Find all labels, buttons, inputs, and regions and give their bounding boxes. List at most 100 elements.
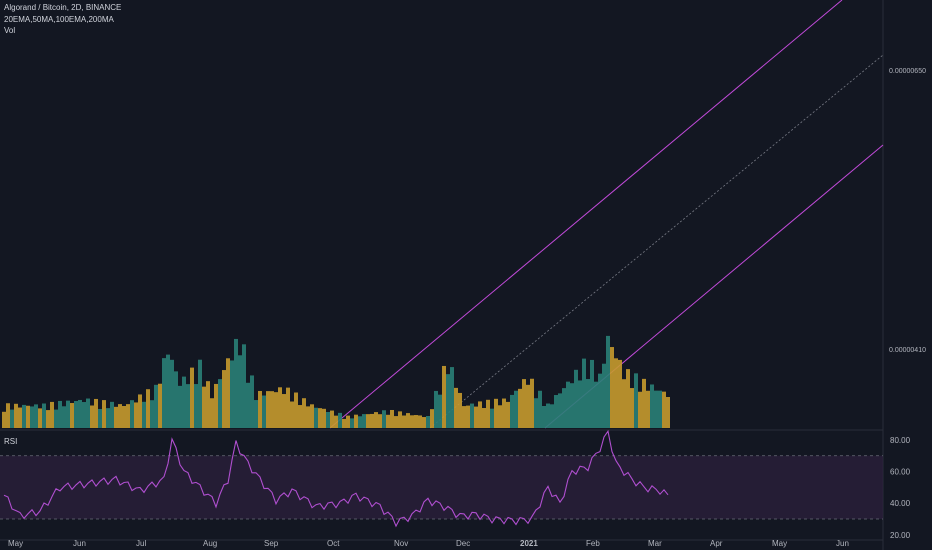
volume-bar xyxy=(262,395,266,428)
volume-bar xyxy=(362,414,366,428)
volume-bar xyxy=(422,417,426,428)
volume-bar xyxy=(426,415,430,428)
volume-bar xyxy=(662,391,666,428)
volume-bar xyxy=(38,408,42,428)
price-axis[interactable]: 0.000070000.000065000.000060000.00005500… xyxy=(884,0,930,354)
volume-bar xyxy=(286,387,290,428)
volume-bar xyxy=(622,379,626,428)
volume-bar xyxy=(342,418,346,428)
volume-bar xyxy=(530,378,534,428)
volume-bar xyxy=(130,400,134,428)
time-tick-label: Apr xyxy=(710,539,723,548)
time-tick-label: Jul xyxy=(136,539,146,548)
volume-bar xyxy=(658,390,662,428)
price-tick-label: 0.00000650 xyxy=(889,68,926,75)
volume-bar xyxy=(370,413,374,428)
moving-average-legend: 20EMA,50MA,100EMA,200MA xyxy=(4,15,114,24)
volume-bar xyxy=(554,395,558,428)
volume-bar xyxy=(590,359,594,428)
volume-bar xyxy=(514,390,518,428)
volume-bar xyxy=(238,355,242,428)
volume-bar xyxy=(546,403,550,428)
volume-bar xyxy=(70,403,74,428)
volume-bar xyxy=(10,409,14,428)
volume-bar xyxy=(230,360,234,428)
volume-bar xyxy=(450,367,454,428)
volume-bar xyxy=(110,401,114,428)
volume-bar xyxy=(210,398,214,428)
volume-bar xyxy=(194,384,198,428)
time-tick-label: Dec xyxy=(456,539,470,548)
volume-bar xyxy=(462,406,466,428)
rsi-tick-label: 40.00 xyxy=(890,499,911,508)
volume-bar xyxy=(418,415,422,428)
rsi-tick-label: 20.00 xyxy=(890,531,911,540)
volume-bar xyxy=(154,384,158,428)
volume-bar xyxy=(182,376,186,428)
volume-bar xyxy=(646,390,650,428)
volume-bar xyxy=(358,416,362,428)
time-tick-label: 2021 xyxy=(520,539,538,548)
channel-middle-line[interactable] xyxy=(429,54,884,429)
volume-bar xyxy=(90,405,94,428)
volume-bar xyxy=(626,369,630,428)
volume-bar xyxy=(174,371,178,428)
volume-bar xyxy=(302,398,306,428)
volume-bar xyxy=(30,406,34,428)
volume-bar xyxy=(394,416,398,428)
volume-bar xyxy=(406,413,410,428)
volume-bar xyxy=(142,401,146,428)
volume-bar xyxy=(242,344,246,428)
time-tick-label: Jun xyxy=(836,539,849,548)
time-tick-label: Sep xyxy=(264,539,279,548)
volume-bar xyxy=(434,390,438,428)
volume-bar xyxy=(18,407,22,428)
volume-bar xyxy=(178,385,182,428)
volume-bar xyxy=(454,387,458,428)
volume-bar xyxy=(442,365,446,428)
volume-bar xyxy=(22,404,26,428)
volume-bar xyxy=(354,414,358,428)
volume-bar xyxy=(122,406,126,428)
channel-upper-line[interactable] xyxy=(329,0,843,429)
volume-bar xyxy=(94,398,98,428)
volume-bar xyxy=(106,408,110,428)
rsi-line[interactable] xyxy=(3,429,669,528)
symbol-title: Algorand / Bitcoin, 2D, BINANCE xyxy=(4,3,122,12)
volume-bar xyxy=(198,359,202,428)
volume-bar xyxy=(518,388,522,428)
rsi-legend: RSI xyxy=(4,437,18,446)
volume-bar xyxy=(614,358,618,428)
rsi-tick-label: 60.00 xyxy=(890,468,911,477)
volume-bar xyxy=(118,404,122,428)
volume-bar xyxy=(114,406,118,428)
volume-bar xyxy=(314,407,318,428)
volume-bar xyxy=(2,411,6,428)
volume-bar xyxy=(630,388,634,428)
volume-bar xyxy=(390,409,394,428)
time-tick-label: Mar xyxy=(648,539,662,548)
volume-bar xyxy=(222,370,226,428)
volume-bar xyxy=(26,405,30,428)
volume-bar xyxy=(258,390,262,428)
time-axis[interactable]: May Jun Jul Aug Sep Oct Nov Dec 2021 Feb Mar Apr May… xyxy=(8,539,849,548)
volume-bar xyxy=(378,414,382,428)
volume-bar xyxy=(382,410,386,428)
volume-bar xyxy=(558,393,562,428)
volume-bar xyxy=(562,388,566,428)
time-tick-label: May xyxy=(8,539,23,548)
volume-bar xyxy=(430,409,434,428)
volume-bar xyxy=(506,401,510,428)
volume-bar xyxy=(54,409,58,428)
volume-bar xyxy=(366,414,370,428)
volume-bar xyxy=(438,394,442,428)
volume-bar xyxy=(326,412,330,428)
volume-bars xyxy=(2,335,670,428)
volume-bar xyxy=(538,390,542,428)
volume-bar xyxy=(350,418,354,428)
volume-bar xyxy=(74,401,78,428)
volume-bar xyxy=(486,399,490,428)
rsi-pane: 80.00 60.00 40.00 20.00 xyxy=(0,429,911,540)
volume-bar xyxy=(50,401,54,428)
